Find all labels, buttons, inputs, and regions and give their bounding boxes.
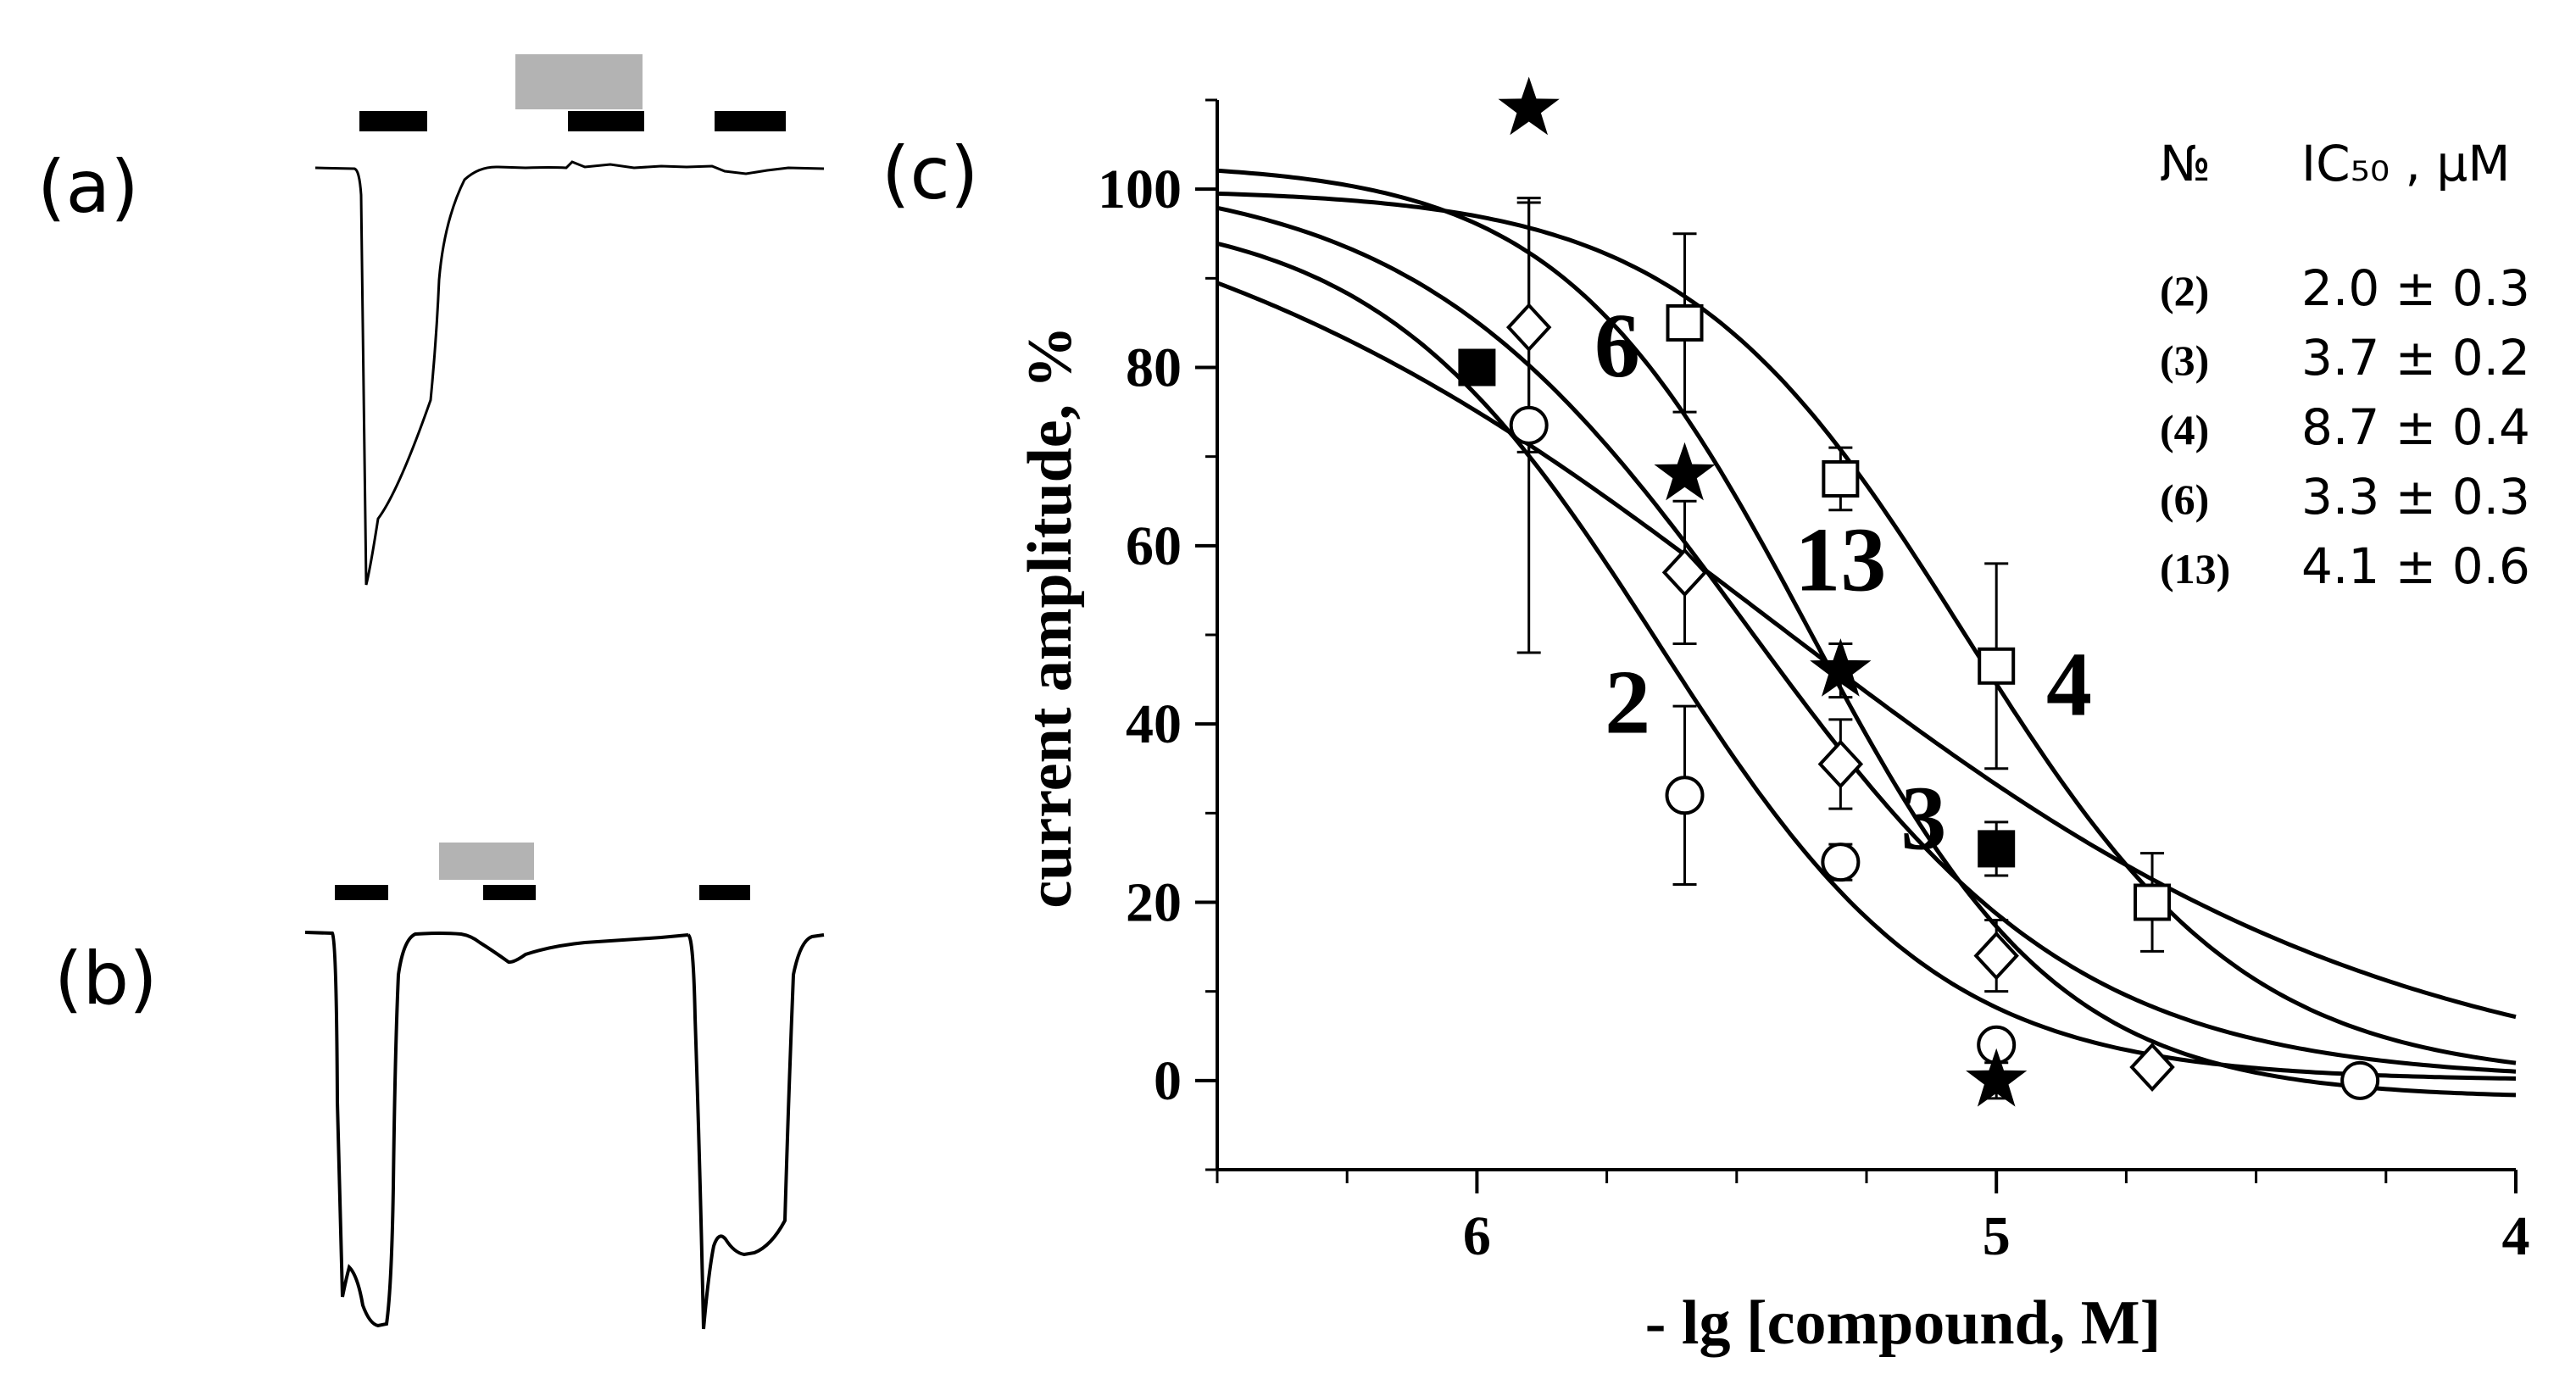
fit-curve-13 <box>1216 168 2517 1098</box>
marker-3 <box>1978 830 2016 868</box>
panel-a-label: (a) <box>37 145 139 230</box>
legend-ic50-header: IC₅₀ , μM <box>2301 135 2510 192</box>
chart-axes: 0 20 40 60 80 100 6 5 4 <box>1098 98 2530 1267</box>
marker-2 <box>1665 776 1705 815</box>
marker-13 <box>1654 442 1716 501</box>
x-tick-label: 6 <box>1463 1205 1491 1267</box>
panel-a-trace-group <box>314 54 825 586</box>
legend-compound: (4) <box>2160 406 2209 453</box>
marker-13 <box>1498 76 1560 136</box>
marker-2 <box>2340 1060 2380 1100</box>
marker-6 <box>1973 931 2019 981</box>
y-axis-label: current amplitude, % <box>1015 325 1085 908</box>
marker-6 <box>2129 1043 2175 1093</box>
panel-b-application-bar-2 <box>483 885 536 900</box>
marker-6 <box>1661 548 1708 598</box>
panel-b-label: (b) <box>54 937 158 1021</box>
series-label-13: 13 <box>1794 509 1886 610</box>
panel-b-application-bar-3 <box>699 885 750 900</box>
panel-a-application-bar-1 <box>359 111 427 131</box>
legend-ic50-value: 2.0 ± 0.3 <box>2301 259 2530 317</box>
legend-ic50-value: 3.3 ± 0.3 <box>2301 468 2530 526</box>
panel-a-application-bar-3 <box>715 111 786 131</box>
y-tick-label: 80 <box>1126 337 1182 399</box>
panel-b-compound-bar <box>439 843 534 880</box>
panel-c-label: (c) <box>882 131 978 216</box>
legend-number-header: № <box>2160 135 2211 192</box>
chart-legend: № IC₅₀ , μM (2) 2.0 ± 0.3 (3) 3.7 ± 0.2 (4) 8… <box>2160 135 2530 595</box>
panel-b-current-trace-2 <box>687 933 825 1330</box>
panel-a-application-bar-2 <box>568 111 644 131</box>
y-tick-label: 60 <box>1126 515 1182 577</box>
legend-compound: (6) <box>2160 476 2209 523</box>
marker-4 <box>1666 303 1704 342</box>
legend-compound: (2) <box>2160 267 2209 314</box>
marker-2 <box>1509 405 1549 445</box>
fit-curve-2 <box>1216 241 2517 1081</box>
fit-curve-6 <box>1216 205 2517 1074</box>
legend-ic50-value: 3.7 ± 0.2 <box>2301 329 2530 387</box>
x-tick-label: 4 <box>2502 1205 2530 1267</box>
y-tick-label: 40 <box>1126 693 1182 755</box>
y-tick-label: 20 <box>1126 872 1182 934</box>
panel-a-compound-bar <box>515 54 643 109</box>
series-label-3: 3 <box>1900 768 1946 869</box>
series-label-2: 2 <box>1605 653 1650 754</box>
panel-b-application-bar-1 <box>335 885 388 900</box>
marker-4 <box>1978 647 2016 685</box>
panel-a-current-trace <box>314 160 825 586</box>
y-tick-label: 0 <box>1154 1050 1182 1112</box>
fit-curve-3 <box>1216 281 2517 1020</box>
series-label-6: 6 <box>1594 296 1640 397</box>
legend-compound: (13) <box>2160 545 2230 592</box>
marker-6 <box>1817 739 1864 789</box>
marker-2 <box>1821 843 1861 882</box>
marker-4 <box>2134 883 2172 921</box>
legend-ic50-value: 8.7 ± 0.4 <box>2301 398 2530 456</box>
legend-ic50-value: 4.1 ± 0.6 <box>2301 537 2530 595</box>
x-axis-label: - lg [compound, M] <box>1645 1288 2161 1358</box>
marker-13 <box>1810 638 1872 697</box>
fit-curve-4 <box>1216 191 2517 1065</box>
panel-b-trace-group <box>304 843 825 1330</box>
series-labels: 2 34 6 13 <box>1594 296 2092 869</box>
panel-b-current-trace-1 <box>304 931 689 1328</box>
marker-6 <box>1505 303 1552 353</box>
marker-13 <box>1966 1048 2028 1107</box>
marker-4 <box>1822 459 1860 498</box>
marker-3 <box>1458 348 1496 387</box>
data-markers <box>1458 76 2380 1107</box>
series-label-4: 4 <box>2046 635 2092 736</box>
fit-curves <box>1216 168 2517 1098</box>
legend-compound: (3) <box>2160 336 2209 384</box>
y-tick-label: 100 <box>1098 159 1182 220</box>
x-tick-label: 5 <box>1983 1205 2011 1267</box>
